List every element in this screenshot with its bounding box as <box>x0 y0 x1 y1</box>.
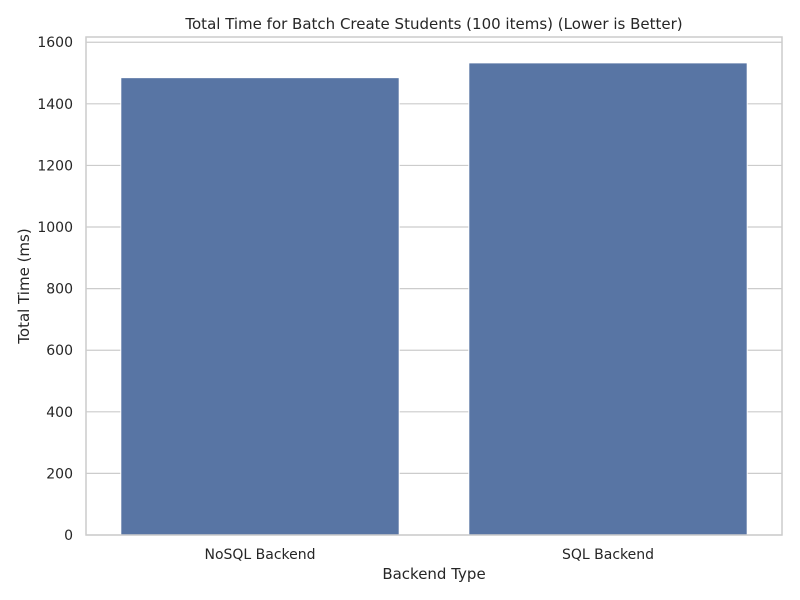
bar <box>468 62 748 536</box>
y-tick-label: 200 <box>46 466 73 482</box>
chart-title: Total Time for Batch Create Students (10… <box>184 15 682 33</box>
y-tick-label: 1600 <box>37 35 73 51</box>
x-tick-labels: NoSQL Backend SQL Backend <box>204 547 654 563</box>
y-tick-label: 0 <box>64 528 73 544</box>
bar <box>120 77 400 536</box>
x-axis-label: Backend Type <box>382 565 485 583</box>
y-tick-label: 1200 <box>37 158 73 174</box>
y-tick-label: 400 <box>46 405 73 421</box>
y-tick-label: 800 <box>46 282 73 298</box>
y-tick-label: 1000 <box>37 220 73 236</box>
plot-frame <box>85 36 783 536</box>
bars <box>120 62 748 536</box>
y-tick-label: 1400 <box>37 97 73 113</box>
x-tick-label: NoSQL Backend <box>204 547 315 563</box>
x-tick-label: SQL Backend <box>562 547 654 563</box>
y-tick-labels: 0 200 400 600 800 1000 1200 1400 1600 <box>37 35 73 544</box>
y-axis-label: Total Time (ms) <box>15 228 33 344</box>
y-tick-label: 600 <box>46 343 73 359</box>
